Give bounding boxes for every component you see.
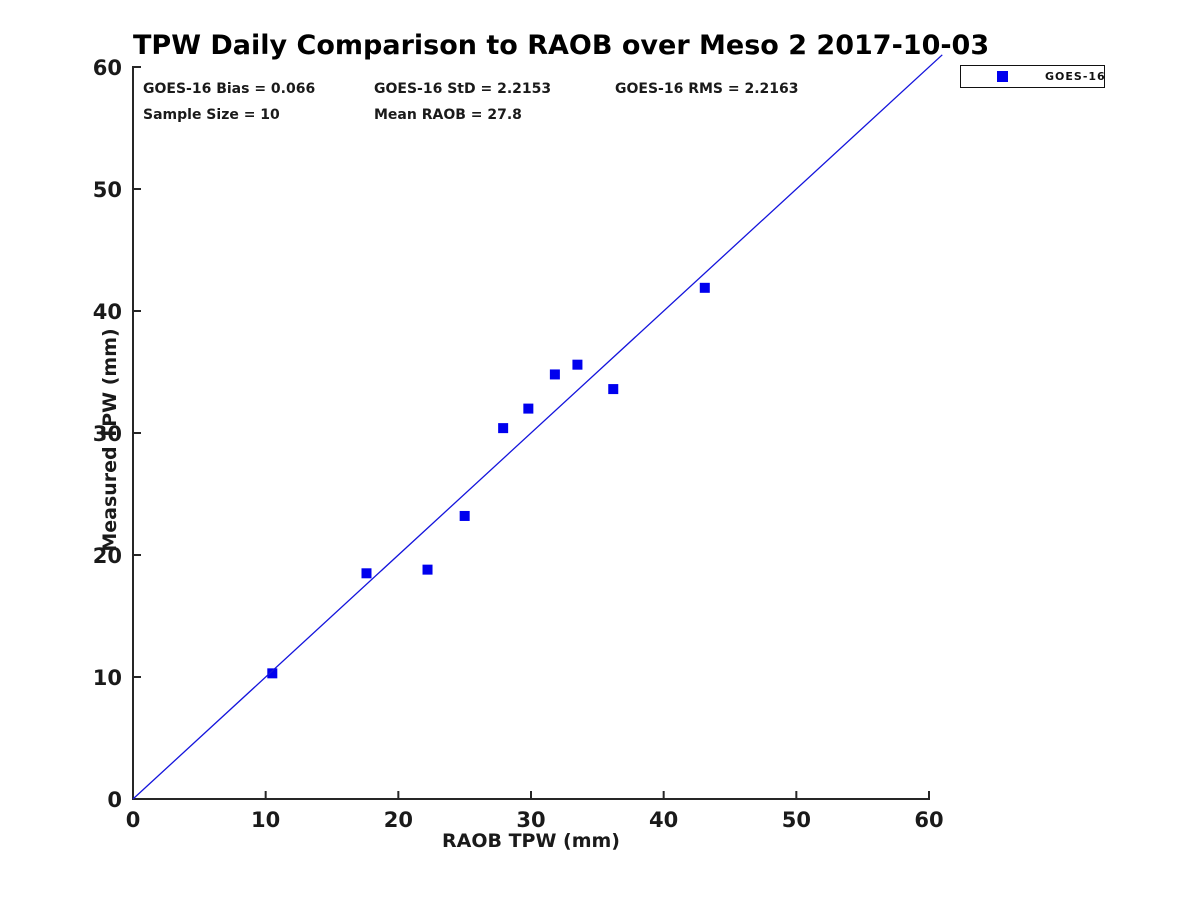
- y-tick-label: 0: [107, 788, 122, 812]
- data-point: [422, 564, 433, 575]
- y-tick-label: 50: [93, 178, 122, 202]
- x-tick-label: 20: [384, 808, 413, 832]
- legend: GOES-16: [960, 65, 1105, 88]
- data-point: [498, 423, 509, 434]
- stat-rms: GOES-16 RMS = 2.2163: [615, 81, 799, 97]
- stat-sample-size: Sample Size = 10: [143, 107, 280, 123]
- y-tick-label: 60: [93, 56, 122, 80]
- y-tick-label: 40: [93, 300, 122, 324]
- stat-mean-raob: Mean RAOB = 27.8: [374, 107, 522, 123]
- data-point: [608, 384, 619, 395]
- x-tick-label: 40: [649, 808, 678, 832]
- data-point: [459, 510, 470, 521]
- legend-marker-square-icon: [997, 71, 1008, 82]
- data-point: [572, 359, 583, 370]
- one-to-one-line: [132, 54, 943, 800]
- y-tick-label: 10: [93, 666, 122, 690]
- y-axis-label: Measured TPW (mm): [99, 328, 121, 551]
- data-point: [699, 282, 710, 293]
- x-axis-label: RAOB TPW (mm): [442, 830, 620, 852]
- x-tick-label: 60: [914, 808, 943, 832]
- x-tick-label: 30: [516, 808, 545, 832]
- chart-title: TPW Daily Comparison to RAOB over Meso 2…: [133, 30, 990, 61]
- x-tick-label: 50: [782, 808, 811, 832]
- data-point: [267, 668, 278, 679]
- y-tick-label: 20: [93, 544, 122, 568]
- y-tick-label: 30: [93, 422, 122, 446]
- data-point: [523, 403, 534, 414]
- x-tick-label: 0: [126, 808, 141, 832]
- legend-label: GOES-16: [1045, 70, 1106, 83]
- data-point: [549, 369, 560, 380]
- stat-bias: GOES-16 Bias = 0.066: [143, 81, 316, 97]
- data-point: [361, 568, 372, 579]
- stat-std: GOES-16 StD = 2.2153: [374, 81, 552, 97]
- x-tick-label: 10: [251, 808, 280, 832]
